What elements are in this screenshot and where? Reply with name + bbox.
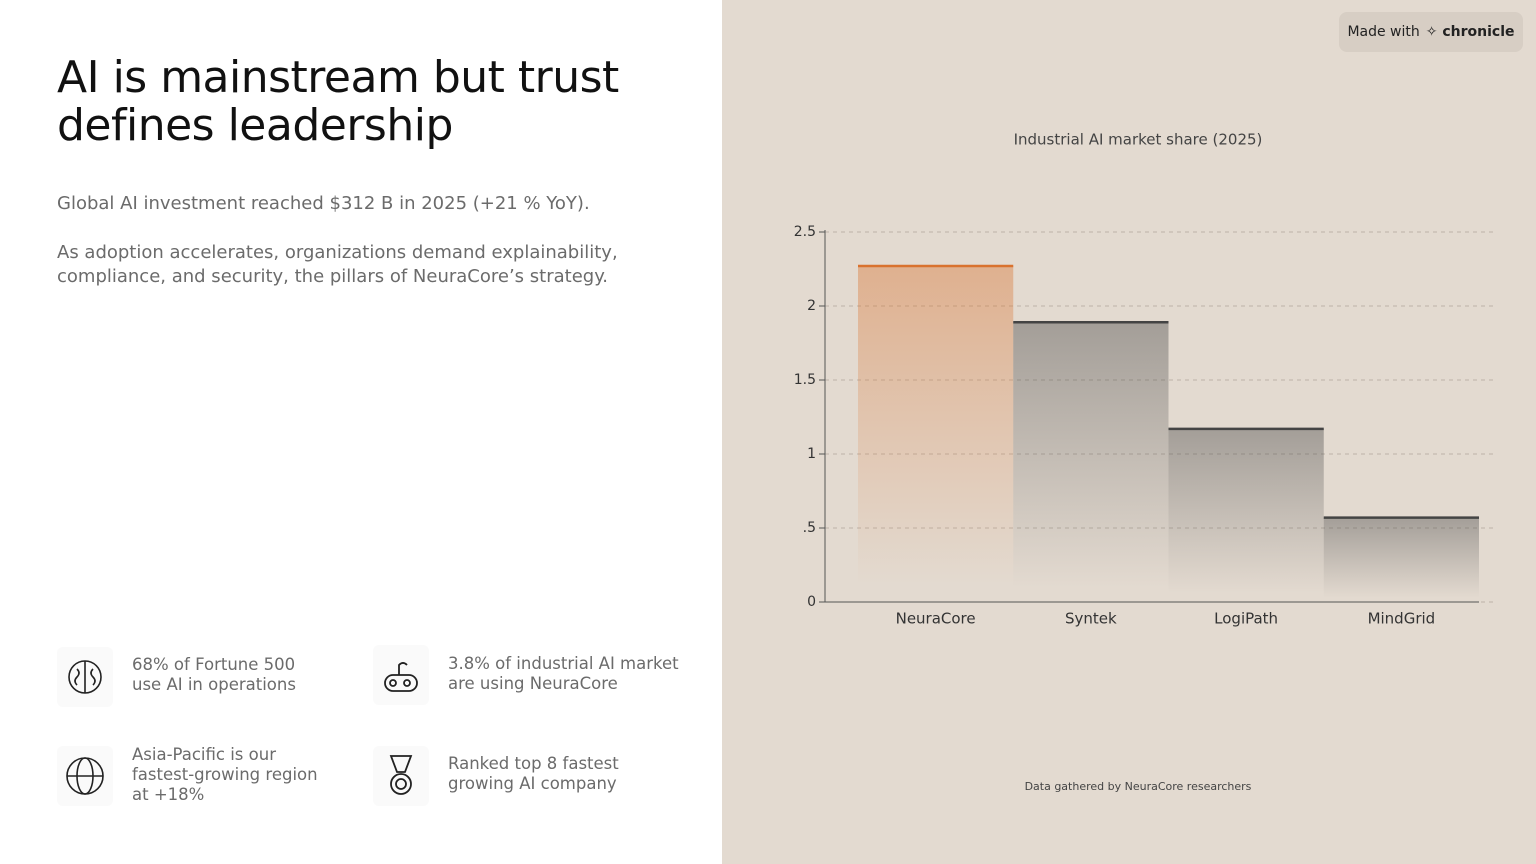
stat: Ranked top 8 fastest growing AI company [448, 754, 619, 794]
chart-title: Industrial AI market share (2025) [1014, 131, 1263, 149]
stat-line: 3.8% of industrial AI market [448, 654, 679, 673]
left-panel: AI is mainstream but trust defines leade… [0, 0, 722, 864]
icon-svg [66, 757, 104, 795]
icon-svg [68, 660, 102, 694]
stat-line: Asia-Pacific is our [132, 745, 276, 764]
stat-line: fastest-growing region [132, 765, 318, 784]
x-tick-label: MindGrid [1368, 610, 1436, 628]
bar [1323, 517, 1479, 602]
bar [1013, 322, 1169, 602]
y-tick-label: 2.5 [794, 224, 816, 240]
made-with-badge[interactable]: Made with ✧ chronicle [1339, 12, 1523, 52]
icon-svg [384, 662, 418, 692]
x-tick-label: LogiPath [1214, 610, 1278, 628]
paragraph: As adoption accelerates, organizations d… [57, 241, 618, 289]
stat: 68% of Fortune 500 use AI in operations [132, 655, 296, 695]
stat: Asia-Pacific is our fastest-growing regi… [132, 745, 318, 805]
chart-source: Data gathered by NeuraCore researchers [1025, 780, 1252, 793]
globe-icon [57, 746, 113, 806]
y-tick-label: .5 [803, 520, 816, 536]
headline: AI is mainstream but trust defines leade… [57, 54, 619, 150]
robot-icon [373, 645, 429, 705]
stat-line: 68% of Fortune 500 [132, 655, 296, 674]
paragraph-line: As adoption accelerates, organizations d… [57, 242, 618, 263]
x-tick-label: Syntek [1065, 610, 1117, 628]
y-tick-label: 1.5 [794, 372, 816, 388]
stat-line: growing AI company [448, 774, 617, 793]
brain-icon [57, 647, 113, 707]
badge-prefix: Made with [1347, 24, 1420, 40]
icon-svg [389, 755, 413, 795]
paragraph: Global AI investment reached $312 B in 2… [57, 192, 590, 216]
stat-line: are using NeuraCore [448, 674, 618, 693]
headline-line: AI is mainstream but trust [57, 52, 619, 103]
stat-line: Ranked top 8 fastest [448, 754, 619, 773]
stat-line: use AI in operations [132, 675, 296, 694]
y-tick-label: 0 [807, 594, 816, 610]
chart: Industrial AI market share (2025) Data g… [794, 131, 1495, 793]
medal-icon [373, 746, 429, 806]
stat: 3.8% of industrial AI market are using N… [448, 654, 679, 694]
y-tick-label: 1 [807, 446, 816, 462]
bar [858, 266, 1014, 602]
headline-line: defines leadership [57, 100, 453, 151]
badge-brand-name: chronicle [1442, 24, 1515, 40]
stat-line: at +18% [132, 785, 205, 804]
paragraph-line: compliance, and security, the pillars of… [57, 266, 609, 287]
right-panel: Made with ✧ chronicle Industrial AI mark… [722, 0, 1536, 864]
bar [1168, 428, 1324, 602]
x-tick-label: NeuraCore [896, 610, 976, 628]
y-tick-label: 2 [807, 298, 816, 314]
paragraph-line: Global AI investment reached $312 B in 2… [57, 193, 590, 214]
badge-brand: ✧ chronicle [1425, 24, 1515, 40]
